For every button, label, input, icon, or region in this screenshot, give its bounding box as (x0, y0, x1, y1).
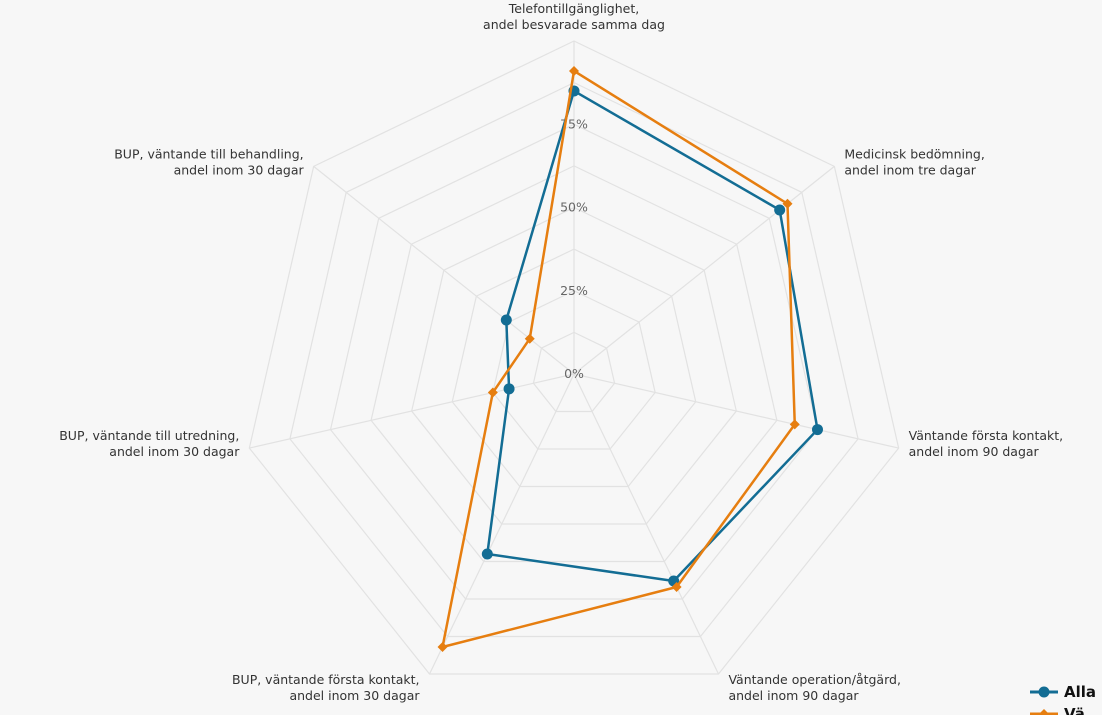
grid-ring (370, 165, 778, 563)
legend-label: Alla (1064, 683, 1096, 701)
axis-label: BUP, väntande till behandling, andel inom… (114, 146, 304, 177)
data-point[interactable] (524, 333, 535, 344)
axis-label-line: andel inom tre dagar (844, 162, 976, 177)
data-point[interactable] (500, 314, 512, 326)
legend[interactable]: Alla Vä (1030, 683, 1096, 715)
axis-label-line: andel inom 90 dagar (728, 688, 859, 703)
legend-marker (1038, 686, 1050, 698)
grid-ring (248, 40, 900, 675)
data-point[interactable] (487, 387, 498, 398)
grid-spoke (573, 373, 899, 449)
axis-label-line: Medicinsk bedömning, (844, 146, 985, 161)
legend-label: Vä (1064, 705, 1085, 715)
axis-label: Telefontillgänglighet, andel besvarade sa… (483, 1, 665, 32)
data-point[interactable] (437, 642, 448, 653)
legend-marker (1039, 709, 1049, 715)
grid-ring (532, 331, 616, 413)
grid-ring (411, 206, 737, 525)
series-1 (481, 85, 823, 587)
axis-label-line: andel inom 90 dagar (909, 444, 1040, 459)
data-point[interactable] (782, 198, 793, 209)
axis-label-line: Väntande första kontakt, (909, 428, 1064, 443)
grid-spoke (249, 373, 575, 449)
tick-label: 50% (560, 200, 588, 215)
axis-label-line: andel inom 30 dagar (174, 162, 305, 177)
data-point[interactable] (481, 548, 493, 560)
axis-label: Medicinsk bedömning, andel inom tre dagar (844, 146, 985, 177)
data-point[interactable] (503, 383, 515, 395)
grid-ring (289, 81, 859, 638)
tick-label: 25% (560, 283, 588, 298)
grid-ring (451, 248, 697, 488)
axis-label-line: andel besvarade samma dag (483, 17, 665, 32)
axis-label-line: BUP, väntande till utredning, (59, 428, 239, 443)
data-point[interactable] (671, 582, 682, 593)
axis-label: BUP, väntande första kontakt, andel inom … (232, 672, 420, 703)
axis-label: Väntande första kontakt, andel inom 90 da… (909, 428, 1064, 459)
axis-label-line: BUP, väntande första kontakt, (232, 672, 420, 687)
axis-label: BUP, väntande till utredning, andel inom … (59, 428, 240, 459)
data-point[interactable] (789, 419, 800, 430)
axis-label-line: Väntande operation/åtgärd, (728, 672, 900, 687)
series-line (486, 89, 819, 583)
series-line (441, 69, 797, 649)
axis-label-line: Telefontillgänglighet, (508, 1, 639, 16)
legend-item-2[interactable]: Vä (1030, 705, 1085, 715)
tick-label: 0% (564, 366, 584, 381)
radar-grid (248, 40, 900, 675)
grid-spoke (573, 373, 720, 675)
axis-label: Väntande operation/åtgärd, andel inom 90 … (728, 672, 900, 703)
grid-ring (329, 123, 819, 600)
series-layer (437, 65, 823, 653)
axis-labels: Telefontillgänglighet, andel besvarade sa… (59, 1, 1063, 703)
data-point[interactable] (811, 424, 823, 436)
series-2 (437, 65, 800, 653)
data-point[interactable] (569, 65, 579, 76)
axis-label-line: andel inom 30 dagar (109, 444, 240, 459)
grid-spoke (428, 373, 575, 675)
data-point[interactable] (774, 204, 786, 216)
axis-label-line: BUP, väntande till behandling, (114, 146, 303, 161)
legend-item-1[interactable]: Alla (1030, 683, 1096, 701)
grid-spoke (573, 165, 835, 375)
grid-spoke (313, 165, 575, 375)
axis-label-line: andel inom 30 dagar (289, 688, 420, 703)
